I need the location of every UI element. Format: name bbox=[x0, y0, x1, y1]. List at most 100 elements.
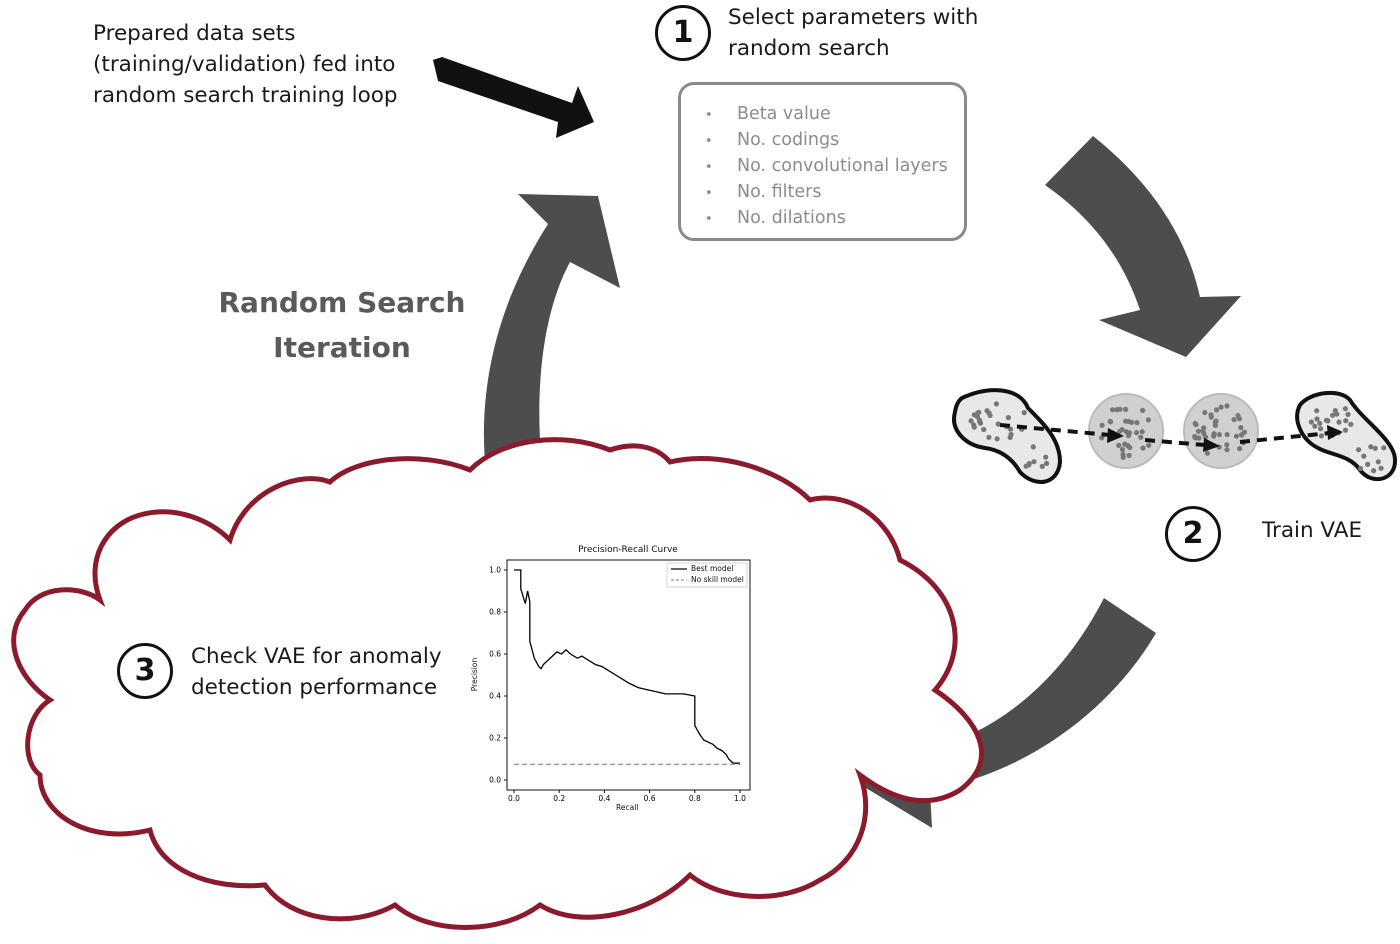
x-tick-label: 1.0 bbox=[734, 794, 746, 803]
sample-dot bbox=[1110, 407, 1115, 412]
x-tick-label: 0.6 bbox=[644, 794, 656, 803]
sample-dot bbox=[1376, 459, 1381, 464]
chart-title: Precision-Recall Curve bbox=[508, 545, 748, 555]
parameter-item: No. codings bbox=[705, 128, 948, 154]
sample-dot bbox=[1309, 419, 1314, 424]
sample-dot bbox=[1121, 455, 1126, 460]
parameter-item: No. dilations bbox=[705, 206, 948, 232]
sample-dot bbox=[1140, 429, 1145, 434]
sample-dot bbox=[994, 401, 999, 406]
sample-dot bbox=[1200, 428, 1205, 433]
sample-dot bbox=[1358, 466, 1363, 471]
sample-dot bbox=[1317, 421, 1322, 426]
sample-dot bbox=[1202, 410, 1207, 415]
parameters-box: Beta value No. codings No. convolutional… bbox=[678, 82, 967, 241]
y-tick-label: 0.4 bbox=[489, 692, 501, 701]
sample-dot bbox=[977, 419, 982, 424]
loop-title: Random Search Iteration bbox=[212, 280, 472, 370]
sample-dot bbox=[1225, 432, 1230, 437]
chart-plot-area bbox=[507, 560, 750, 790]
chart-ylabel: Precision bbox=[470, 658, 479, 691]
sample-dot bbox=[1319, 433, 1324, 438]
sample-dot bbox=[1224, 447, 1229, 452]
sample-dot bbox=[1043, 455, 1048, 460]
sample-dot bbox=[1138, 435, 1143, 440]
sample-dot bbox=[1238, 425, 1243, 430]
sample-dot bbox=[1232, 417, 1237, 422]
sample-dot bbox=[1127, 453, 1132, 458]
sample-dot bbox=[1343, 428, 1348, 433]
sample-dot bbox=[1031, 459, 1036, 464]
sample-dot bbox=[1312, 424, 1317, 429]
step-3-badge: 3 bbox=[117, 643, 173, 699]
y-tick-label: 0.0 bbox=[489, 776, 501, 785]
sample-dot bbox=[1217, 432, 1222, 437]
sample-dot bbox=[1368, 444, 1373, 449]
sample-dot bbox=[1031, 444, 1036, 449]
sample-dot bbox=[1123, 407, 1128, 412]
sample-dot bbox=[1330, 413, 1335, 418]
sample-dot bbox=[1345, 412, 1350, 417]
x-tick-label: 0.8 bbox=[689, 794, 701, 803]
x-tick-label: 0.4 bbox=[598, 794, 610, 803]
sample-dot bbox=[1336, 420, 1341, 425]
sample-dot bbox=[1120, 447, 1125, 452]
sample-dot bbox=[1314, 416, 1319, 421]
y-tick-label: 0.6 bbox=[489, 650, 501, 659]
sample-dot bbox=[1044, 461, 1049, 466]
step-2-title: Train VAE bbox=[1262, 515, 1362, 546]
sample-dot bbox=[1379, 466, 1384, 471]
sample-dot bbox=[1343, 406, 1348, 411]
sample-dot bbox=[1140, 408, 1145, 413]
sample-dot bbox=[1124, 429, 1129, 434]
sample-dot bbox=[984, 408, 989, 413]
chart-xlabel: Recall bbox=[616, 803, 638, 812]
y-tick-label: 0.8 bbox=[489, 608, 501, 617]
pr-chart: 0.0 0.2 0.4 0.6 0.8 1.0 0.0 0.2 0.4 0.6 0.8 1.0 bbox=[489, 560, 750, 803]
y-tick-label: 1.0 bbox=[489, 566, 501, 575]
sample-dot bbox=[976, 410, 981, 415]
sample-dot bbox=[1022, 410, 1027, 415]
sample-dot bbox=[1134, 420, 1139, 425]
sample-dot bbox=[1365, 462, 1370, 467]
sample-dot bbox=[1235, 413, 1240, 418]
parameter-item: Beta value bbox=[705, 102, 948, 128]
step-2-badge: 2 bbox=[1165, 506, 1221, 562]
sample-dot bbox=[1356, 447, 1361, 452]
sample-dot bbox=[1193, 421, 1198, 426]
sample-dot bbox=[1108, 419, 1113, 424]
sample-dot bbox=[1324, 418, 1329, 423]
sample-dot bbox=[1209, 415, 1214, 420]
sample-dot bbox=[1224, 403, 1229, 408]
sample-dot bbox=[1027, 461, 1032, 466]
sample-dot bbox=[1100, 423, 1105, 428]
sample-dot bbox=[1134, 430, 1139, 435]
legend-label-best: Best model bbox=[691, 564, 733, 573]
vae-illustration bbox=[954, 390, 1395, 482]
sample-dot bbox=[1192, 434, 1197, 439]
intro-text: Prepared data sets (training/validation)… bbox=[93, 18, 398, 111]
step-3-title: Check VAE for anomaly detection performa… bbox=[191, 641, 442, 703]
sample-dot bbox=[1146, 417, 1151, 422]
sample-dot bbox=[986, 435, 991, 440]
sample-dot bbox=[1126, 419, 1131, 424]
sample-dot bbox=[1314, 408, 1319, 413]
sample-dot bbox=[995, 436, 1000, 441]
sample-dot bbox=[1348, 422, 1353, 427]
sample-dot bbox=[1224, 442, 1229, 447]
sample-dot bbox=[1116, 443, 1121, 448]
parameter-item: No. filters bbox=[705, 180, 948, 206]
step-1-badge: 1 bbox=[655, 5, 711, 61]
sample-dot bbox=[1239, 432, 1244, 437]
sample-dot bbox=[1205, 451, 1210, 456]
sample-dot bbox=[981, 427, 986, 432]
sample-dot bbox=[1237, 446, 1242, 451]
step-1-title: Select parameters with random search bbox=[728, 2, 978, 64]
black-arrow-icon bbox=[433, 57, 594, 138]
sample-dot bbox=[1219, 405, 1224, 410]
sample-dot bbox=[1214, 419, 1219, 424]
sample-dot bbox=[1381, 445, 1386, 450]
parameter-item: No. convolutional layers bbox=[705, 154, 948, 180]
sample-dot bbox=[1040, 464, 1045, 469]
sample-dot bbox=[1234, 434, 1239, 439]
